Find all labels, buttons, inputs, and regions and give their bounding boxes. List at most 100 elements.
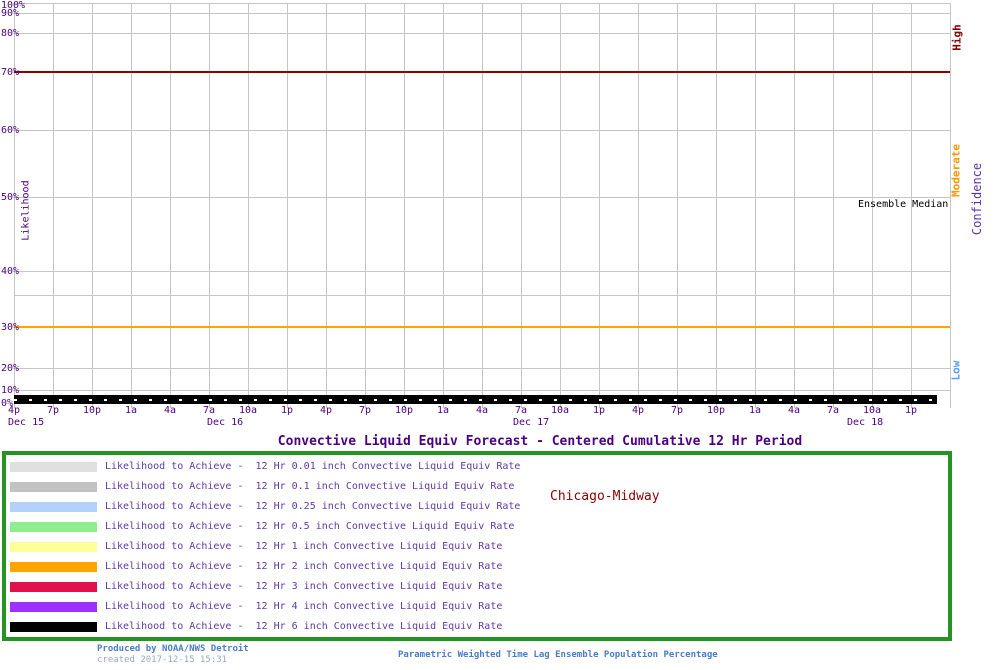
confidence-band-label-high: High <box>950 24 964 51</box>
vertical-gridline <box>833 3 834 398</box>
y2-axis-title: Confidence <box>970 162 984 236</box>
y-tick-label: 50% <box>1 192 20 203</box>
vertical-gridline <box>521 3 522 398</box>
vertical-gridline <box>677 3 678 398</box>
moderate-confidence-threshold-line <box>14 326 950 328</box>
vertical-gridline <box>170 3 171 398</box>
legend-row: Likelihood to Achieve - 12 Hr 4 inch Con… <box>6 597 948 617</box>
vertical-gridline <box>794 3 795 398</box>
x-tick-label: 10a <box>238 405 258 416</box>
legend-color-swatch <box>10 482 97 492</box>
x-tick-label: 10p <box>394 405 414 416</box>
legend-row: Likelihood to Achieve - 12 Hr 0.01 inch … <box>6 457 948 477</box>
footer-produced-by: Produced by NOAA/NWS Detroit <box>97 644 249 654</box>
vertical-gridline <box>287 3 288 398</box>
x-date-label: Dec 16 <box>207 417 244 428</box>
vertical-gridline <box>638 3 639 398</box>
high-confidence-threshold-line <box>14 71 950 73</box>
x-tick-label: 1p <box>904 405 918 416</box>
y-tick-label: 70% <box>1 67 20 78</box>
x-tick-label: 7p <box>46 405 60 416</box>
x-tick-label: 7p <box>358 405 372 416</box>
legend-color-swatch <box>10 542 97 552</box>
x-tick-label: 4p <box>631 405 645 416</box>
horizontal-gridline <box>14 390 950 391</box>
horizontal-gridline <box>14 13 950 14</box>
x-tick-label: 10p <box>82 405 102 416</box>
legend-color-swatch <box>10 562 97 572</box>
vertical-gridline <box>599 3 600 398</box>
horizontal-gridline <box>14 368 950 369</box>
x-axis-tick <box>950 398 951 408</box>
legend-entry-label: Likelihood to Achieve - 12 Hr 2 inch Con… <box>105 561 503 572</box>
vertical-gridline <box>53 3 54 398</box>
x-date-label: Dec 18 <box>847 417 884 428</box>
x-tick-label: 7a <box>514 405 528 416</box>
y-tick-label: 0% <box>1 398 14 409</box>
y-tick-label: 20% <box>1 363 20 374</box>
confidence-band-label-low: Low <box>949 360 963 381</box>
x-tick-label: 1a <box>124 405 138 416</box>
horizontal-gridline <box>14 130 950 131</box>
legend-color-swatch <box>10 622 97 632</box>
vertical-gridline <box>14 3 15 398</box>
legend-color-swatch <box>10 522 97 532</box>
zero-band-dash-pattern <box>14 399 937 401</box>
vertical-gridline <box>365 3 366 398</box>
legend-row: Likelihood to Achieve - 12 Hr 2 inch Con… <box>6 557 948 577</box>
legend-row: Likelihood to Achieve - 12 Hr 3 inch Con… <box>6 577 948 597</box>
vertical-gridline <box>911 3 912 398</box>
x-date-label: Dec 17 <box>513 417 550 428</box>
x-tick-label: 1p <box>280 405 294 416</box>
y-tick-label: 80% <box>1 28 20 39</box>
x-tick-label: 1p <box>592 405 606 416</box>
vertical-gridline <box>482 3 483 398</box>
y-tick-label: 10% <box>1 385 20 396</box>
x-tick-label: 4p <box>7 405 21 416</box>
station-label: Chicago-Midway <box>550 489 660 504</box>
horizontal-gridline <box>14 271 950 272</box>
legend-entry-label: Likelihood to Achieve - 12 Hr 4 inch Con… <box>105 601 503 612</box>
legend-row: Likelihood to Achieve - 12 Hr 1 inch Con… <box>6 537 948 557</box>
chart-title: Convective Liquid Equiv Forecast - Cente… <box>277 434 803 449</box>
x-tick-label: 10a <box>862 405 882 416</box>
legend-entry-label: Likelihood to Achieve - 12 Hr 0.01 inch … <box>105 461 521 472</box>
legend-row: Likelihood to Achieve - 12 Hr 0.5 inch C… <box>6 517 948 537</box>
horizontal-gridline <box>14 197 950 198</box>
legend-color-swatch <box>10 582 97 592</box>
x-tick-label: 4a <box>163 405 177 416</box>
legend-entry-label: Likelihood to Achieve - 12 Hr 0.5 inch C… <box>105 521 515 532</box>
vertical-gridline <box>755 3 756 398</box>
legend-color-swatch <box>10 502 97 512</box>
vertical-gridline <box>131 3 132 398</box>
x-tick-label: 4p <box>319 405 333 416</box>
x-tick-label: 1a <box>436 405 450 416</box>
y-tick-label: 30% <box>1 322 20 333</box>
x-tick-label: 7p <box>670 405 684 416</box>
vertical-gridline <box>326 3 327 398</box>
confidence-band-label-moderate: Moderate <box>949 144 963 197</box>
x-tick-label: 4a <box>787 405 801 416</box>
legend-entry-label: Likelihood to Achieve - 12 Hr 3 inch Con… <box>105 581 503 592</box>
legend-entry-label: Likelihood to Achieve - 12 Hr 1 inch Con… <box>105 541 503 552</box>
legend-entry-label: Likelihood to Achieve - 12 Hr 6 inch Con… <box>105 621 503 632</box>
x-tick-label: 7a <box>826 405 840 416</box>
vertical-gridline <box>560 3 561 398</box>
x-tick-label: 10a <box>550 405 570 416</box>
horizontal-gridline <box>14 3 950 4</box>
y-tick-label: 90% <box>1 8 20 19</box>
vertical-gridline <box>92 3 93 398</box>
y-tick-label: 60% <box>1 125 20 136</box>
horizontal-gridline <box>14 33 950 34</box>
vertical-gridline <box>716 3 717 398</box>
vertical-gridline <box>872 3 873 398</box>
y-tick-label: 40% <box>1 266 20 277</box>
legend-color-swatch <box>10 602 97 612</box>
x-tick-label: 10p <box>706 405 726 416</box>
legend-row: Likelihood to Achieve - 12 Hr 0.25 inch … <box>6 497 948 517</box>
vertical-gridline <box>209 3 210 398</box>
x-tick-label: 7a <box>202 405 216 416</box>
vertical-gridline <box>248 3 249 398</box>
ensemble-median-annotation: Ensemble Median <box>858 199 949 210</box>
